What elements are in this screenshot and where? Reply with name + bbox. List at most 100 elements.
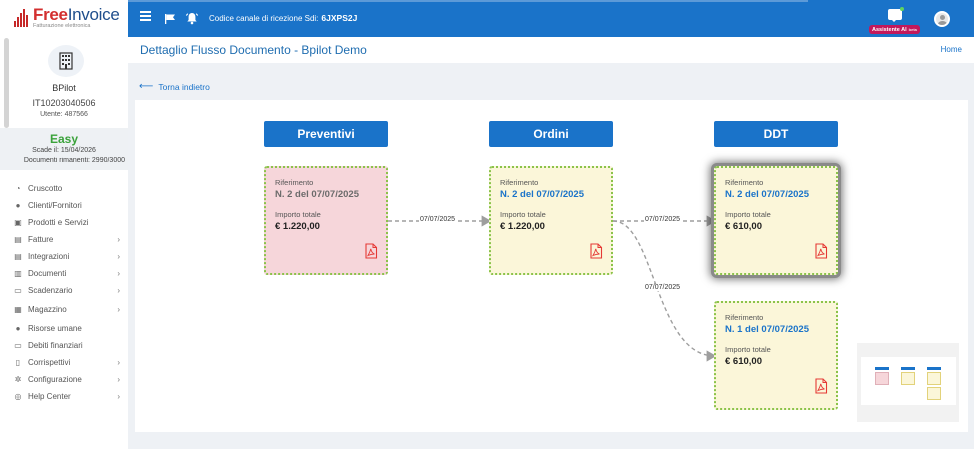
- online-dot-icon: [900, 7, 904, 11]
- sidebar-item-scadenzario[interactable]: ▭ Scadenzario ›: [0, 282, 128, 299]
- sidebar: FreeInvoice Fatturazione elettronica BPi…: [0, 0, 128, 449]
- logo-subtitle: Fatturazione elettronica: [33, 23, 91, 29]
- top-bar: Codice canale di ricezione Sdi: 6JXPS2J A…: [128, 0, 974, 37]
- person-icon: ●: [15, 323, 21, 333]
- documents-icon: ▥: [14, 268, 22, 278]
- minimap-header: [901, 367, 915, 370]
- top-progress-line: [128, 0, 808, 2]
- sidebar-item-label: Corrispettivi: [28, 358, 71, 367]
- sidebar-item-fatture[interactable]: ▤ Fatture ›: [0, 231, 128, 248]
- card-ref-value: N. 1 del 07/07/2025: [725, 324, 809, 335]
- logo-bars-icon: [14, 8, 30, 27]
- chevron-right-icon: ›: [117, 269, 120, 278]
- card-ref-value: N. 2 del 07/07/2025: [275, 189, 359, 200]
- receipt-icon: ▯: [15, 357, 21, 367]
- dashboard-icon: ◔: [15, 183, 21, 193]
- card-total-label: Importo totale: [725, 210, 771, 219]
- plan-box: Easy Scade il: 15/04/2026 Documenti rima…: [0, 128, 128, 170]
- sidebar-item-label: Risorse umane: [28, 324, 82, 333]
- card-total-value: € 1.220,00: [500, 221, 545, 232]
- pdf-icon[interactable]: [814, 378, 828, 399]
- basket-icon: ▣: [14, 217, 22, 227]
- money-icon: ▭: [14, 285, 22, 295]
- column-header-ordini: Ordini: [489, 121, 613, 147]
- sidebar-scrollbar[interactable]: [4, 38, 9, 128]
- card-total-value: € 1.220,00: [275, 221, 320, 232]
- sdi-code: 6JXPS2J: [321, 13, 358, 23]
- card-total-label: Importo totale: [500, 210, 546, 219]
- logo[interactable]: FreeInvoice Fatturazione elettronica: [14, 5, 120, 30]
- document-card-ddt-selected[interactable]: Riferimento N. 2 del 07/07/2025 Importo …: [714, 166, 838, 275]
- sdi-channel-code: Codice canale di ricezione Sdi: 6JXPS2J: [209, 13, 357, 23]
- account-vat: IT10203040506: [32, 98, 96, 108]
- logo-invoice: Invoice: [67, 5, 120, 24]
- sidebar-item-label: Magazzino: [28, 305, 67, 314]
- sidebar-item-label: Cruscotto: [28, 184, 63, 193]
- main-content: Dettaglio Flusso Documento - Bpilot Demo…: [128, 37, 974, 449]
- pdf-icon[interactable]: [589, 243, 603, 264]
- sidebar-item-label: Help Center: [28, 392, 71, 401]
- back-button[interactable]: ⟵ Torna indietro: [139, 81, 210, 92]
- card-ref-value: N. 2 del 07/07/2025: [725, 189, 809, 200]
- sidebar-item-configurazione[interactable]: ✲ Configurazione ›: [0, 371, 128, 388]
- flow-edge-label: 07/07/2025: [419, 216, 457, 223]
- lifebuoy-icon: ◎: [14, 391, 22, 401]
- sidebar-item-debiti-finanziari[interactable]: ▭ Debiti finanziari: [0, 337, 128, 354]
- flag-icon[interactable]: [164, 12, 176, 30]
- ai-assistant-button[interactable]: Assistente AI beta: [869, 7, 923, 36]
- sidebar-item-label: Prodotti e Servizi: [28, 218, 89, 227]
- sidebar-item-label: Scadenzario: [28, 286, 73, 295]
- pdf-icon[interactable]: [814, 243, 828, 264]
- plan-name: Easy: [49, 132, 79, 146]
- logo-text: FreeInvoice Fatturazione elettronica: [33, 5, 120, 30]
- document-card-preventivo[interactable]: Riferimento N. 2 del 07/07/2025 Importo …: [264, 166, 388, 275]
- card-total-label: Importo totale: [275, 210, 321, 219]
- minimap-card: [901, 372, 915, 385]
- ai-assistant-label: Assistente AI: [872, 27, 907, 33]
- sidebar-item-label: Configurazione: [28, 375, 82, 384]
- page-title: Dettaglio Flusso Documento - Bpilot Demo: [140, 43, 367, 57]
- breadcrumb-home-link[interactable]: Home: [940, 45, 962, 54]
- chevron-right-icon: ›: [117, 305, 120, 314]
- building-icon: [48, 45, 84, 77]
- page-header: Dettaglio Flusso Documento - Bpilot Demo…: [128, 37, 974, 63]
- sidebar-item-documenti[interactable]: ▥ Documenti ›: [0, 265, 128, 282]
- minimap-card: [875, 372, 889, 385]
- flow-edge-label: 07/07/2025: [644, 284, 682, 291]
- hamburger-menu-icon[interactable]: [140, 11, 151, 23]
- sidebar-item-risorse-umane[interactable]: ● Risorse umane: [0, 320, 128, 337]
- card-ref-label: Riferimento: [725, 178, 764, 187]
- alarm-bell-icon[interactable]: [185, 11, 199, 30]
- money-icon: ▭: [14, 340, 22, 350]
- sidebar-item-magazzino[interactable]: ▦ Magazzino ›: [0, 299, 128, 320]
- sidebar-item-corrispettivi[interactable]: ▯ Corrispettivi ›: [0, 354, 128, 371]
- pdf-icon[interactable]: [364, 243, 378, 264]
- card-total-value: € 610,00: [725, 356, 762, 367]
- sidebar-item-label: Documenti: [28, 269, 67, 278]
- sidebar-item-integrazioni[interactable]: ▤ Integrazioni ›: [0, 248, 128, 265]
- minimap-card: [927, 372, 941, 385]
- sidebar-menu: ◔ Cruscotto ● Clienti/Fornitori ▣ Prodot…: [0, 180, 128, 405]
- sidebar-item-help-center[interactable]: ◎ Help Center ›: [0, 388, 128, 405]
- plan-expiry: Scade il: 15/04/2026: [32, 147, 96, 154]
- chevron-right-icon: ›: [117, 392, 120, 401]
- card-ref-value: N. 2 del 07/07/2025: [500, 189, 584, 200]
- document-icon: ▤: [14, 251, 22, 261]
- document-card-ddt[interactable]: Riferimento N. 1 del 07/07/2025 Importo …: [714, 301, 838, 410]
- plan-docs-remaining: Documenti rimanenti: 2990/3000: [23, 157, 125, 164]
- sidebar-item-cruscotto[interactable]: ◔ Cruscotto: [0, 180, 128, 197]
- card-ref-label: Riferimento: [725, 313, 764, 322]
- account-user: Utente: 487566: [40, 111, 88, 118]
- sidebar-item-clienti-fornitori[interactable]: ● Clienti/Fornitori: [0, 197, 128, 214]
- minimap-card: [927, 387, 941, 400]
- document-card-ordine[interactable]: Riferimento N. 2 del 07/07/2025 Importo …: [489, 166, 613, 275]
- sidebar-item-prodotti-servizi[interactable]: ▣ Prodotti e Servizi: [0, 214, 128, 231]
- card-ref-label: Riferimento: [500, 178, 539, 187]
- flow-minimap[interactable]: [857, 343, 959, 422]
- sidebar-item-label: Debiti finanziari: [28, 341, 83, 350]
- user-avatar-icon[interactable]: [934, 11, 950, 27]
- chevron-right-icon: ›: [117, 286, 120, 295]
- document-icon: ▤: [14, 234, 22, 244]
- column-header-preventivi: Preventivi: [264, 121, 388, 147]
- chevron-right-icon: ›: [117, 235, 120, 244]
